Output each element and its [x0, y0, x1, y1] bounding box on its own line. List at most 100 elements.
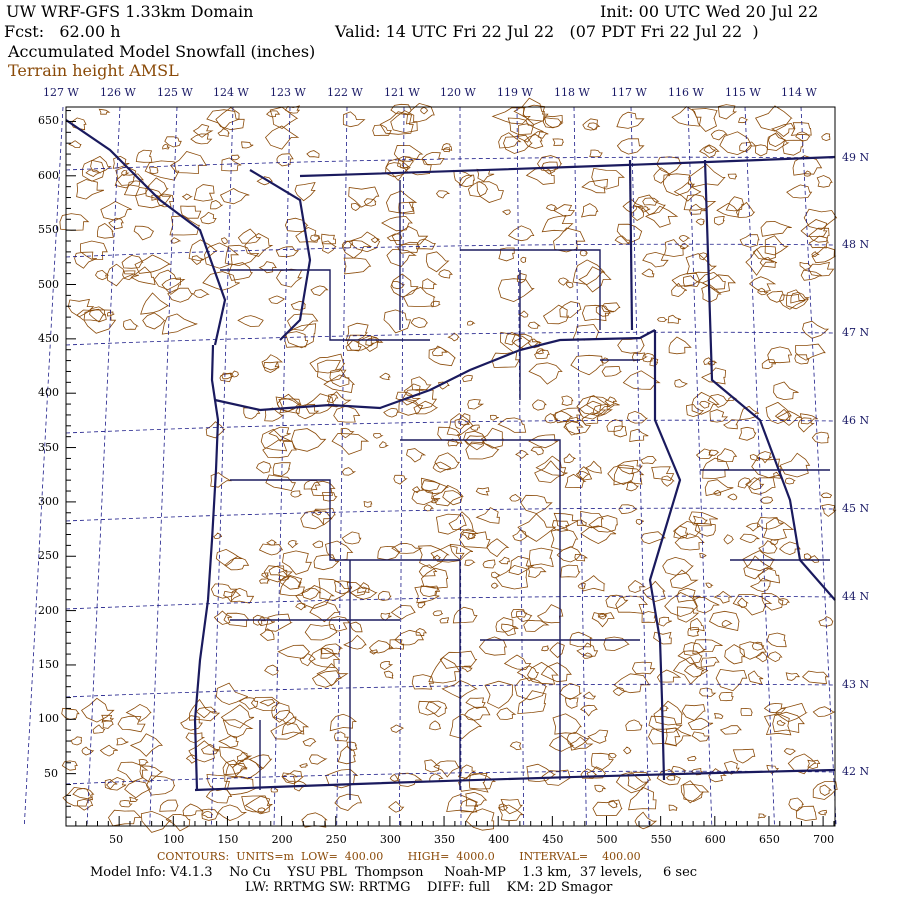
terrain-contour — [516, 665, 540, 682]
terrain-contour — [467, 180, 489, 198]
terrain-contour — [598, 612, 608, 620]
terrain-contour — [786, 184, 813, 199]
terrain-contour — [159, 799, 179, 812]
terrain-contour — [767, 132, 786, 148]
terrain-contour — [710, 129, 728, 141]
terrain-contour — [81, 697, 115, 723]
terrain-contour — [758, 540, 778, 554]
terrain-contour — [626, 410, 648, 424]
terrain-contour — [266, 110, 281, 118]
terrain-contour — [631, 352, 648, 362]
terrain-contour — [713, 216, 725, 226]
terrain-contour — [678, 234, 691, 243]
terrain-contour — [651, 466, 675, 481]
terrain-contour — [379, 111, 414, 135]
terrain-contour — [170, 237, 182, 244]
terrain-contour — [388, 800, 405, 813]
latitude-label: 49 N — [842, 151, 870, 164]
terrain-contour — [316, 359, 347, 383]
terrain-contour — [121, 254, 144, 269]
terrain-contour — [188, 740, 221, 763]
terrain-contour — [391, 226, 429, 246]
terrain-contour — [397, 772, 423, 787]
terrain-contour — [616, 223, 643, 245]
terrain-contour — [100, 201, 132, 221]
terrain-contour — [816, 175, 833, 188]
longitude-label: 114 W — [781, 86, 817, 99]
terrain-contour — [683, 663, 705, 678]
terrain-contour — [162, 143, 170, 150]
terrain-contour — [164, 136, 182, 148]
terrain-contour — [124, 780, 151, 799]
terrain-contour — [135, 186, 172, 209]
terrain-contour — [295, 403, 320, 420]
terrain-contour — [716, 202, 740, 218]
terrain-contour — [773, 471, 781, 479]
state-border — [65, 119, 227, 346]
terrain-contour — [263, 361, 280, 374]
terrain-contour — [701, 274, 737, 294]
terrain-contour — [748, 477, 776, 495]
terrain-contour — [140, 292, 170, 315]
terrain-contour — [261, 354, 283, 371]
terrain-contour — [591, 167, 625, 190]
terrain-contour — [698, 271, 726, 290]
y-tick-label: 650 — [38, 114, 59, 128]
terrain-contour — [248, 754, 273, 769]
terrain-contour — [377, 590, 392, 601]
terrain-contour — [732, 594, 773, 616]
terrain-contour — [560, 564, 581, 578]
terrain-contour — [811, 251, 820, 257]
terrain-contour — [201, 808, 220, 821]
longitude-label: 116 W — [668, 86, 704, 99]
terrain-contour — [61, 760, 78, 771]
terrain-contour — [552, 407, 582, 424]
init-time: Init: 00 UTC Wed 20 Jul 22 — [600, 2, 819, 21]
terrain-contour — [281, 772, 298, 782]
terrain-contour — [542, 304, 570, 325]
terrain-contour — [563, 421, 584, 436]
terrain-contour — [743, 555, 774, 580]
terrain-contour — [770, 123, 795, 138]
terrain-contour — [801, 670, 829, 685]
terrain-contour — [553, 204, 576, 217]
terrain-contour — [272, 462, 291, 477]
terrain-contour — [530, 446, 544, 456]
terrain-contour — [681, 704, 706, 721]
terrain-contour — [642, 197, 660, 206]
terrain-contour — [541, 214, 574, 233]
terrain-contour — [723, 419, 740, 430]
terrain-contour — [587, 729, 609, 744]
x-tick-label: 550 — [650, 833, 672, 846]
county-border — [460, 249, 601, 330]
terrain-contour — [334, 793, 363, 811]
terrain-contour — [572, 259, 606, 285]
terrain-contour — [453, 169, 473, 186]
terrain-contour — [318, 578, 353, 601]
terrain-contour — [429, 720, 442, 731]
terrain-contour — [615, 771, 649, 794]
terrain-contour — [601, 302, 621, 313]
terrain-contour — [491, 571, 500, 579]
terrain-contour — [764, 235, 789, 256]
terrain-contour — [476, 181, 504, 203]
terrain-contour — [363, 500, 373, 508]
x-tick-label: 200 — [271, 833, 293, 846]
terrain-contour — [503, 134, 533, 154]
terrain-contour — [516, 273, 527, 284]
terrain-contour — [241, 141, 254, 149]
terrain-contour — [802, 320, 830, 339]
x-tick-label: 100 — [163, 833, 185, 846]
terrain-contour — [663, 173, 696, 197]
longitude-label: 125 W — [157, 86, 193, 99]
state-border — [194, 768, 836, 792]
terrain-contour — [672, 520, 701, 539]
terrain-contour — [812, 781, 838, 800]
terrain-contour — [803, 170, 812, 177]
terrain-contour — [671, 272, 701, 287]
terrain-contour — [549, 642, 565, 659]
terrain-contour — [557, 277, 570, 286]
terrain-contour — [739, 234, 760, 248]
terrain-contour — [689, 617, 705, 632]
terrain-contour — [754, 144, 769, 157]
